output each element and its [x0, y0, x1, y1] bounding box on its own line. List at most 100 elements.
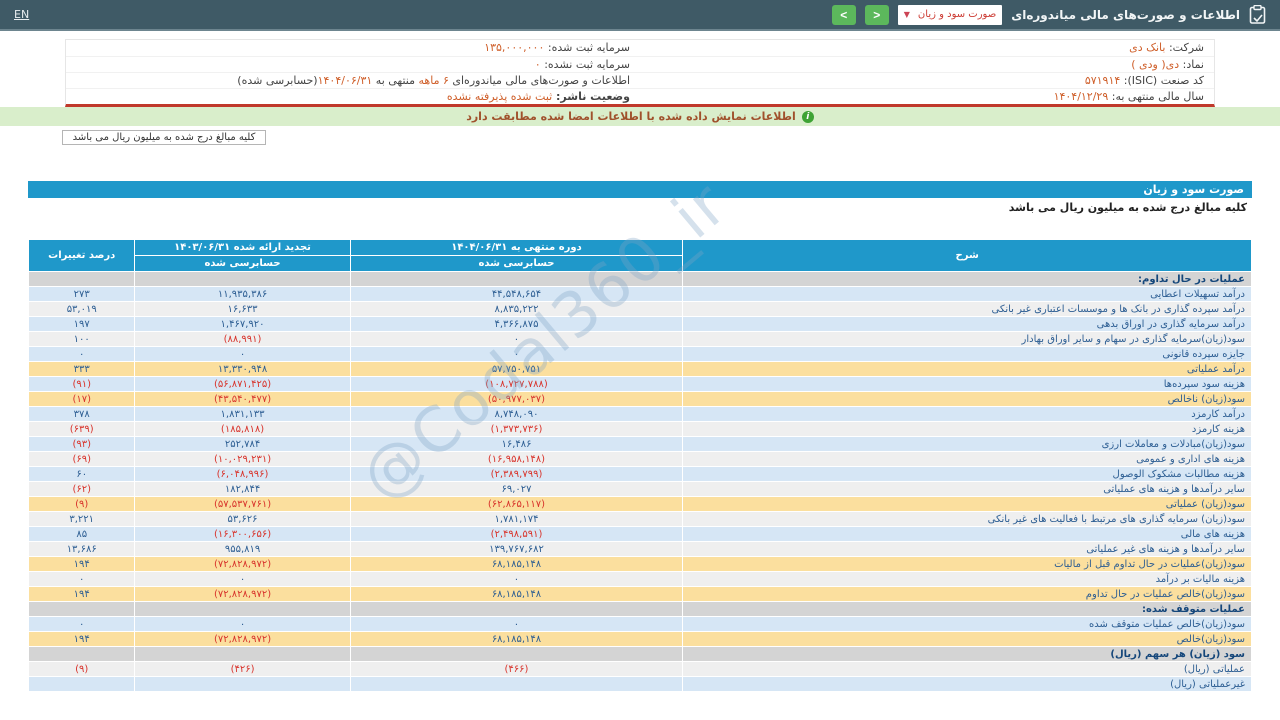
- cell-restated: [134, 601, 351, 617]
- cell-restated: ۲۵۲,۷۸۴: [134, 436, 351, 452]
- cell-restated: (۴۳,۵۴۰,۴۷۷): [134, 391, 351, 407]
- table-row: غیرعملیاتی (ریال): [27, 676, 1252, 692]
- cell-percent: (۹): [27, 496, 136, 512]
- table-row: سود (زیان) هر سهم (ریال): [27, 646, 1252, 662]
- row-label: سود(زیان) ناخالص: [682, 391, 1252, 407]
- table-row: سود(زیان)خالص ۶۸,۱۸۵,۱۴۸ (۷۲,۸۲۸,۹۷۲) ۱۹۴: [27, 631, 1252, 647]
- cell-restated: (۴۲۶): [134, 661, 351, 677]
- cell-current: ۱۶,۴۸۶: [349, 436, 684, 452]
- table-row: درآمد سپرده گذاری در بانک ها و موسسات اع…: [27, 301, 1252, 317]
- info-value: ۱۴۰۴/۱۲/۲۹: [1053, 89, 1109, 103]
- statement-type-select[interactable]: صورت سود و زیان ▼: [897, 4, 1003, 25]
- cell-current: (۵۰,۹۷۷,۰۳۷): [349, 391, 684, 407]
- company-info-row: نماد: دی( ودی ) سرمایه ثبت نشده: ۰: [66, 56, 1214, 73]
- table-row: هزینه مالیات بر درآمد ۰ ۰ ۰: [27, 571, 1252, 587]
- cell-current: [349, 676, 684, 692]
- row-label: هزینه مطالبات مشکوک الوصول: [682, 466, 1252, 482]
- table-row: سایر درآمدها و هزینه های غیر عملیاتی ۱۳۹,…: [27, 541, 1252, 557]
- info-value: ۰: [534, 57, 541, 71]
- cell-current: [349, 646, 684, 662]
- cell-percent: [27, 271, 136, 287]
- cell-percent: ۱۹۷: [27, 316, 136, 332]
- row-label: درآمد سپرده گذاری در بانک ها و موسسات اع…: [682, 301, 1252, 317]
- cell-current: ۵۷,۷۵۰,۷۵۱: [349, 361, 684, 377]
- table-gap: [28, 217, 1252, 239]
- header-restated-period: تجدید ارائه شده ۱۴۰۳/۰۶/۳۱: [134, 239, 351, 256]
- chevron-down-icon: ▼: [903, 10, 910, 19]
- statement-unit-note: کلیه مبالغ درج شده به میلیون ریال می باش…: [28, 198, 1252, 217]
- table-row: درآمد عملیاتی ۵۷,۷۵۰,۷۵۱ ۱۳,۳۳۰,۹۴۸ ۳۳۳: [27, 361, 1252, 377]
- cell-percent: ۰: [27, 571, 136, 587]
- row-label: درآمد عملیاتی: [682, 361, 1252, 377]
- company-info-cell: وضعیت ناشر: ثبت شده پذیرفته نشده: [66, 88, 640, 104]
- info-label: سال مالی منتهی به:: [1108, 89, 1204, 103]
- cell-restated: ۵۳,۶۲۶: [134, 511, 351, 527]
- cell-current: (۴۶۶): [349, 661, 684, 677]
- cell-restated: (۷۲,۸۲۸,۹۷۲): [134, 586, 351, 602]
- company-info-cell: نماد: دی( ودی ): [640, 56, 1214, 73]
- page-title: اطلاعات و صورت‌های مالی میاندوره‌ای: [1011, 7, 1240, 22]
- header-description: شرح: [682, 239, 1252, 272]
- cell-current: ۴,۳۶۶,۸۷۵: [349, 316, 684, 332]
- info-label: نماد:: [1179, 57, 1204, 71]
- info-value: ثبت شده پذیرفته نشده: [446, 89, 553, 103]
- cell-current: ۱,۷۸۱,۱۷۴: [349, 511, 684, 527]
- profit-loss-table: شرح دوره منتهی به ۱۴۰۴/۰۶/۳۱ تجدید ارائه…: [27, 239, 1252, 692]
- row-label: سود(زیان)خالص عملیات در حال تداوم: [682, 586, 1252, 602]
- cell-restated: ۱,۸۳۱,۱۳۳: [134, 406, 351, 422]
- row-label: سود(زیان)خالص: [682, 631, 1252, 647]
- header-current-period: دوره منتهی به ۱۴۰۴/۰۶/۳۱: [349, 239, 684, 256]
- row-label: درآمد سرمایه گذاری در اوراق بدهی: [682, 316, 1252, 332]
- row-label: هزینه های اداری و عمومی: [682, 451, 1252, 467]
- table-row: هزینه های اداری و عمومی (۱۶,۹۵۸,۱۴۸) (۱۰,۰…: [27, 451, 1252, 467]
- cell-current: (۲,۴۹۸,۵۹۱): [349, 526, 684, 542]
- info-label: اطلاعات و صورت‌های مالی میاندوره‌ای: [448, 73, 630, 87]
- cell-current: (۲,۳۸۹,۷۹۹): [349, 466, 684, 482]
- cell-percent: ۱۹۴: [27, 586, 136, 602]
- row-label: هزینه کارمزد: [682, 421, 1252, 437]
- info-value: ۱۳۵,۰۰۰,۰۰۰: [484, 41, 545, 55]
- cell-restated: [134, 271, 351, 287]
- cell-restated: ۰: [134, 616, 351, 632]
- row-label: سود(زیان) سرمایه گذاری های مرتبط با فعال…: [682, 511, 1252, 527]
- cell-restated: ۹۵۵,۸۱۹: [134, 541, 351, 557]
- cell-percent: [27, 676, 136, 692]
- cell-percent: ۱۳,۶۸۶: [27, 541, 136, 557]
- company-info-cell: سرمایه ثبت نشده: ۰: [66, 56, 640, 73]
- table-header: شرح دوره منتهی به ۱۴۰۴/۰۶/۳۱ تجدید ارائه…: [27, 239, 1252, 272]
- info-value: بانک دی: [1129, 41, 1166, 55]
- info-label: سرمایه ثبت شده:: [544, 41, 630, 55]
- cell-restated: ۱,۴۶۷,۹۲۰: [134, 316, 351, 332]
- table-row: هزینه مطالبات مشکوک الوصول (۲,۳۸۹,۷۹۹) (۶,…: [27, 466, 1252, 482]
- table-row: درآمد کارمزد ۸,۷۴۸,۰۹۰ ۱,۸۳۱,۱۳۳ ۳۷۸: [27, 406, 1252, 422]
- row-label: جایزه سپرده قانونی: [682, 346, 1252, 362]
- cell-restated: (۵۷,۵۳۷,۷۶۱): [134, 496, 351, 512]
- english-language-link[interactable]: EN: [14, 8, 30, 21]
- info-label: منتهی به: [372, 73, 419, 87]
- cell-current: (۱۰۸,۷۲۷,۷۸۸): [349, 376, 684, 392]
- header-current-audited: حسابرسی شده: [349, 255, 684, 272]
- clipboard-icon: [1249, 5, 1266, 24]
- cell-percent: ۱۹۴: [27, 631, 136, 647]
- cell-restated: ۱۱,۹۳۵,۳۸۶: [134, 286, 351, 302]
- table-row: سود(زیان)خالص عملیات در حال تداوم ۶۸,۱۸۵,…: [27, 586, 1252, 602]
- company-info-cell: اطلاعات و صورت‌های مالی میاندوره‌ای ۶ ما…: [66, 72, 640, 89]
- info-value: ۶ ماهه: [418, 73, 449, 87]
- profit-loss-statement-section: صورت سود و زیان کلیه مبالغ درج شده به می…: [27, 181, 1252, 692]
- company-info-cell: شرکت: بانک دی: [640, 40, 1214, 57]
- cell-percent: [27, 601, 136, 617]
- table-row: سود(زیان) سرمایه گذاری های مرتبط با فعال…: [27, 511, 1252, 527]
- cell-percent: ۶۰: [27, 466, 136, 482]
- info-label: شرکت:: [1165, 41, 1204, 55]
- table-row: سود(زیان)سرمایه گذاری در سهام و سایر اور…: [27, 331, 1252, 347]
- next-statement-button[interactable]: >: [864, 4, 889, 25]
- previous-statement-button[interactable]: <: [831, 4, 856, 25]
- cell-percent: (۶۹): [27, 451, 136, 467]
- cell-current: (۶۲,۸۶۵,۱۱۷): [349, 496, 684, 512]
- row-label: سود(زیان)مبادلات و معاملات ارزی: [682, 436, 1252, 452]
- cell-restated: ۱۶,۶۳۳: [134, 301, 351, 317]
- cell-percent: (۱۷): [27, 391, 136, 407]
- cell-current: [349, 271, 684, 287]
- cell-restated: (۷۲,۸۲۸,۹۷۲): [134, 556, 351, 572]
